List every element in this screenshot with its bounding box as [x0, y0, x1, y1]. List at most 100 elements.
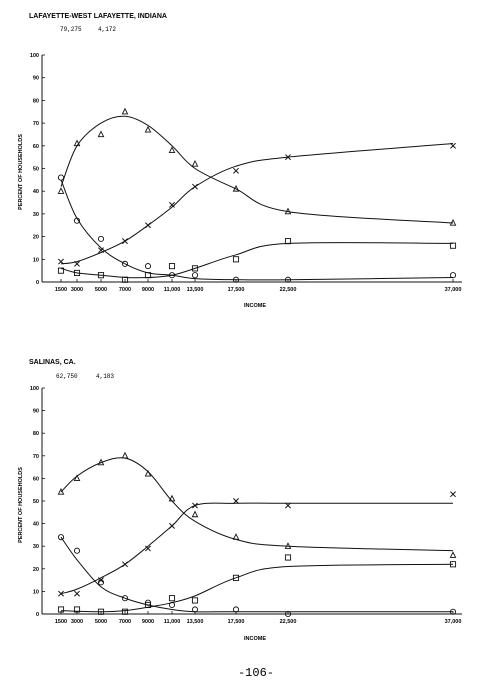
chart2-series-x-curve — [60, 502, 454, 595]
chart1-y-axis-label: PERCENT OF HOUSEHOLDS — [18, 134, 24, 210]
chart2-series-square-point — [144, 601, 152, 609]
chart2-series-circle-point — [73, 547, 81, 554]
chart2-series-x-point — [285, 502, 291, 509]
chart2-series-x-point — [450, 491, 456, 498]
chart2-x-tick-label: 17,500 — [228, 619, 245, 625]
chart2-series-triangle-curve — [60, 457, 454, 552]
chart2-series-x-point — [233, 498, 239, 504]
chart2-y-tick-label: 30 — [33, 544, 39, 550]
chart1-series-x-point — [58, 258, 64, 265]
chart1-series-x-point — [122, 238, 128, 245]
chart2-series-square-point — [168, 595, 176, 602]
chart1-series-circle-point — [57, 174, 65, 181]
chart2-subtitle-value-2: 4,183 — [96, 373, 114, 380]
chart1-series-square-point — [73, 269, 81, 276]
chart1-series-square-point — [191, 265, 199, 272]
chart1-x-tick-label: 3000 — [71, 287, 83, 293]
chart2-x-tick-label: 5000 — [95, 619, 107, 625]
chart2-x-tick-label: 37,000 — [445, 619, 462, 625]
chart1-series-square-point — [97, 272, 105, 279]
chart1-series-triangle-point — [284, 207, 292, 215]
chart1-series-triangle-point — [57, 187, 65, 194]
chart1-series-x-curve — [60, 143, 454, 265]
chart2-x-axis-label: INCOME — [244, 636, 266, 642]
chart1-series-triangle-point — [232, 184, 240, 192]
chart1-series-triangle-point — [73, 139, 81, 147]
chart1-y-tick-label: 80 — [33, 98, 39, 104]
chart2-series-square-point — [284, 554, 292, 561]
chart2-x-tick-label: 9000 — [142, 619, 154, 625]
chart1-subtitle-value-1: 79,275 — [60, 26, 82, 33]
chart1-series-triangle-point — [121, 107, 129, 115]
chart2-series-triangle-point — [168, 494, 176, 502]
chart1-series-x-point — [285, 154, 291, 161]
chart2-y-tick-label: 50 — [33, 499, 39, 505]
chart2-series-circle-point — [449, 608, 457, 615]
chart2-series-triangle-point — [57, 487, 65, 495]
chart2-x-tick-label: 3000 — [71, 619, 83, 625]
chart1-series-circle-point — [284, 276, 292, 283]
chart1-series-triangle-point — [97, 130, 105, 138]
chart1-y-tick-label: 30 — [33, 212, 39, 218]
chart2-series-circle-point — [284, 610, 292, 618]
chart1-series-circle-curve — [60, 179, 454, 281]
chart2-y-tick-label: 20 — [33, 567, 39, 573]
chart2-series-square-point — [57, 606, 65, 613]
chart1-series-square-point — [121, 276, 129, 283]
chart1-x-tick-label: 13,500 — [187, 287, 204, 293]
chart1-series-square-point — [449, 242, 457, 249]
chart2-series-square-point — [97, 608, 105, 615]
chart2-series-square-curve — [60, 563, 454, 613]
chart1-series-x-point — [145, 222, 151, 229]
chart2-series-circle-curve — [60, 536, 453, 613]
chart1-y-tick-label: 40 — [33, 189, 39, 195]
chart2-series-square-point — [121, 608, 129, 615]
chart1-series-x-point — [450, 142, 456, 149]
chart2-series-x-point — [145, 545, 151, 552]
chart2-y-axis-label: PERCENT OF HOUSEHOLDS — [18, 467, 24, 543]
chart1-y-tick-label: 70 — [33, 121, 39, 127]
chart2-series-x-point — [192, 502, 198, 509]
chart1-x-tick-label: 1500 — [55, 287, 67, 293]
chart2-series-square-point — [191, 597, 199, 604]
chart1-x-tick-label: 9000 — [142, 287, 154, 293]
chart2-title: SALINAS, CA. — [29, 359, 76, 366]
chart2-series-triangle-point — [121, 451, 129, 459]
chart1-series-circle-point — [232, 276, 240, 283]
chart2-x-tick-label: 22,500 — [280, 619, 297, 625]
chart2-series-square-point — [232, 574, 240, 581]
chart1-x-tick-label: 37,000 — [445, 287, 462, 293]
chart2-subtitle-value-1: 62,750 — [56, 373, 78, 380]
chart2-series-triangle-point — [97, 458, 105, 466]
chart2-series-circle-point — [97, 579, 105, 586]
chart1-series-square-point — [284, 238, 292, 245]
chart1-y-tick-label: 0 — [36, 280, 39, 286]
chart1-series-square-point — [232, 256, 240, 263]
chart2-x-tick-label: 13,500 — [187, 619, 204, 625]
chart1-series-square-curve — [60, 242, 454, 279]
chart1-series-circle-point — [144, 263, 152, 270]
chart1-x-tick-label: 7000 — [119, 287, 131, 293]
chart1-x-tick-label: 5000 — [95, 287, 107, 293]
chart1-series-square-point — [168, 263, 176, 270]
chart1-x-tick-label: 17,500 — [228, 287, 245, 293]
chart1-series-square-point — [144, 272, 152, 279]
chart2-series-x-point — [74, 590, 80, 597]
chart1-series-x-point — [169, 201, 175, 208]
chart2-series-square-point — [449, 561, 457, 568]
chart2-y-tick-label: 100 — [30, 386, 39, 392]
chart2-y-tick-label: 10 — [33, 589, 39, 595]
chart2-x-tick-label: 11,000 — [164, 619, 181, 625]
chart1-series-square-point — [57, 267, 65, 274]
chart2-series-circle-point — [121, 595, 129, 602]
chart2-x-tick-label: 1500 — [55, 619, 67, 625]
chart1-series-circle-point — [121, 260, 129, 267]
chart1-series-circle-point — [97, 235, 105, 242]
chart1-x-tick-label: 22,500 — [280, 287, 297, 293]
chart1-series-triangle-curve — [60, 115, 454, 224]
chart2-y-tick-label: 80 — [33, 431, 39, 437]
chart1-series-triangle-point — [191, 159, 199, 167]
chart2-series-square-point — [73, 606, 81, 613]
